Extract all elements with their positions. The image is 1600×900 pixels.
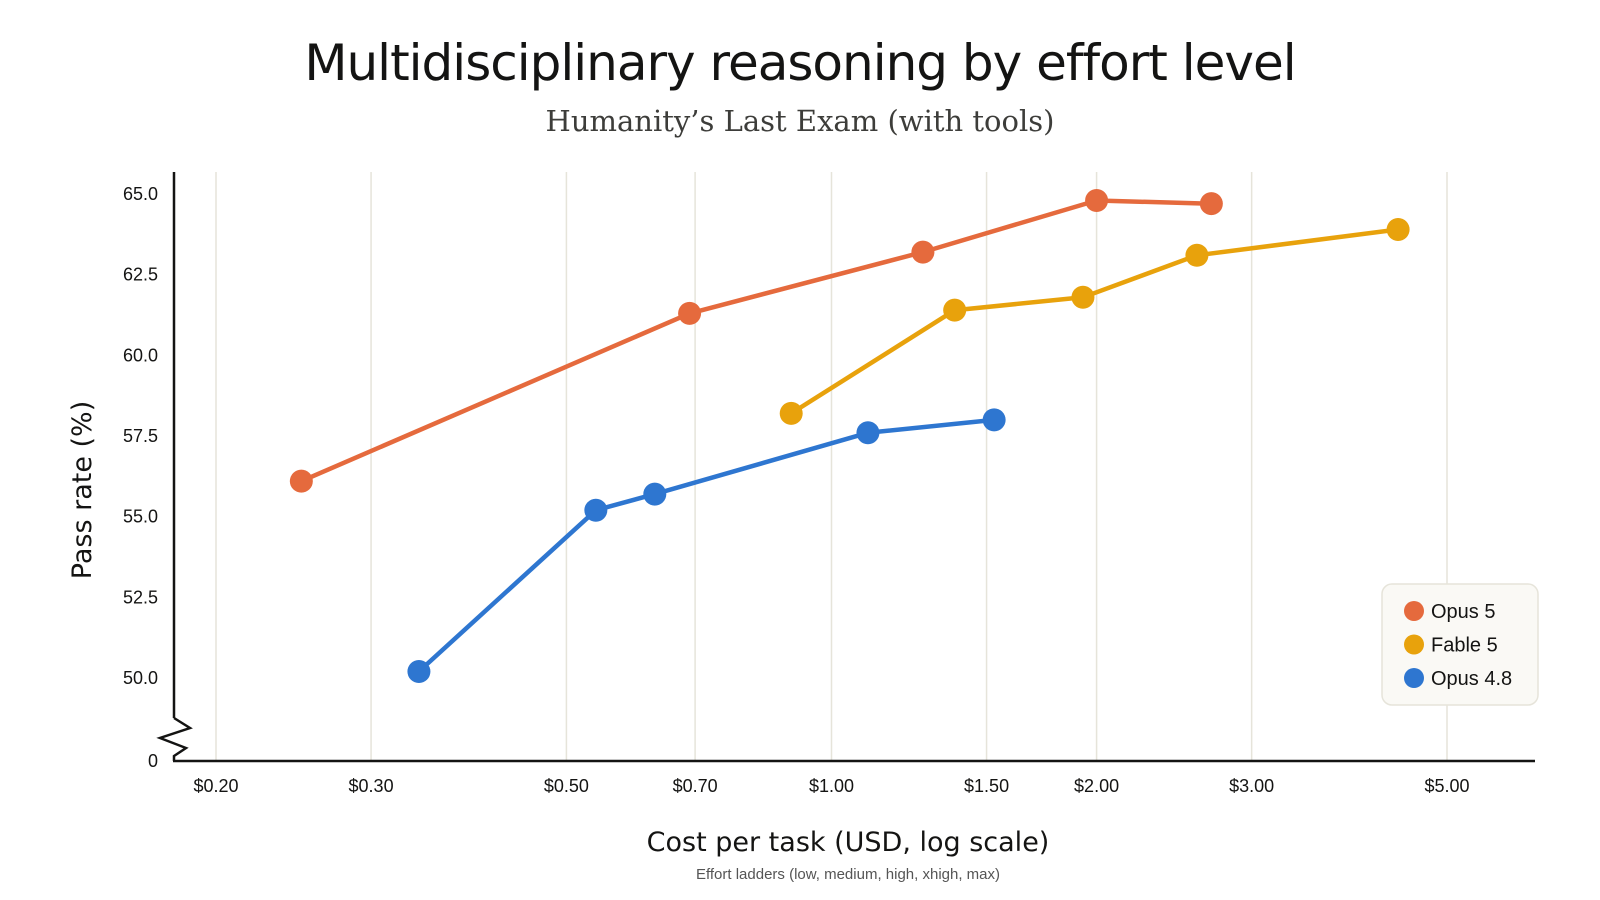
series-2 xyxy=(407,408,1006,684)
y-tick-label-6: 65.0 xyxy=(123,184,158,204)
series-1 xyxy=(779,217,1410,425)
chart-title: Multidisciplinary reasoning by effort le… xyxy=(304,34,1296,92)
data-point-0-4 xyxy=(1199,192,1223,216)
legend-label-1: Fable 5 xyxy=(1431,635,1498,657)
y-axis-break xyxy=(156,716,193,761)
x-tick-label-4: $1.00 xyxy=(809,776,854,796)
series-0 xyxy=(289,188,1223,493)
x-tick-label-1: $0.30 xyxy=(349,776,394,796)
y-tick-label-floor: 0 xyxy=(148,751,158,771)
data-point-0-1 xyxy=(678,301,702,325)
data-point-1-2 xyxy=(1071,285,1095,309)
data-point-0-0 xyxy=(289,469,313,493)
x-tick-label-3: $0.70 xyxy=(673,776,718,796)
data-point-1-4 xyxy=(1386,217,1410,241)
x-tick-label-6: $2.00 xyxy=(1074,776,1119,796)
data-point-2-4 xyxy=(982,408,1006,432)
gridlines xyxy=(215,172,1448,761)
x-tick-label-0: $0.20 xyxy=(193,776,238,796)
data-point-2-0 xyxy=(407,660,431,684)
legend: Opus 5 Fable 5 Opus 4.8 xyxy=(1381,583,1539,706)
data-point-1-1 xyxy=(943,298,967,322)
data-point-1-0 xyxy=(779,401,803,425)
data-point-0-3 xyxy=(1085,188,1109,212)
data-point-2-3 xyxy=(856,421,880,445)
x-tick-label-2: $0.50 xyxy=(544,776,589,796)
data-point-0-2 xyxy=(911,240,935,264)
legend-swatch-1 xyxy=(1404,634,1424,655)
legend-label-2: Opus 4.8 xyxy=(1431,668,1512,690)
x-tick-label-5: $1.50 xyxy=(964,776,1009,796)
x-axis-note: Effort ladders (low, medium, high, xhigh… xyxy=(696,866,1000,883)
chart-subtitle: Humanity’s Last Exam (with tools) xyxy=(545,104,1055,138)
series-line-2 xyxy=(416,417,997,674)
y-axis-title: Pass rate (%) xyxy=(67,401,98,579)
x-tick-label-7: $3.00 xyxy=(1229,776,1274,796)
x-axis-title: Cost per task (USD, log scale) xyxy=(647,827,1050,858)
x-tick-labels: $0.20 $0.30 $0.50 $0.70 $1.00 $1.50 $2.00 $3.00… xyxy=(193,776,1469,796)
y-tick-label-1: 52.5 xyxy=(123,587,158,607)
series-line-0 xyxy=(299,198,1214,484)
series-line-1 xyxy=(788,227,1401,416)
data-point-2-2 xyxy=(643,482,667,506)
legend-swatch-0 xyxy=(1404,601,1424,621)
y-tick-label-0: 50.0 xyxy=(123,668,158,688)
series xyxy=(289,188,1410,684)
y-tick-label-2: 55.0 xyxy=(123,507,158,527)
data-point-1-3 xyxy=(1185,243,1209,267)
legend-label-0: Opus 5 xyxy=(1431,601,1495,623)
axes xyxy=(156,172,1535,763)
y-tick-label-5: 62.5 xyxy=(123,265,158,285)
data-point-2-1 xyxy=(584,498,608,522)
y-tick-label-4: 60.0 xyxy=(123,345,158,365)
y-tick-label-3: 57.5 xyxy=(123,426,158,446)
x-tick-label-8: $5.00 xyxy=(1424,776,1469,796)
legend-swatch-2 xyxy=(1404,668,1424,688)
y-tick-labels: 50.0 52.5 55.0 57.5 60.0 62.5 65.0 0 xyxy=(123,184,158,771)
